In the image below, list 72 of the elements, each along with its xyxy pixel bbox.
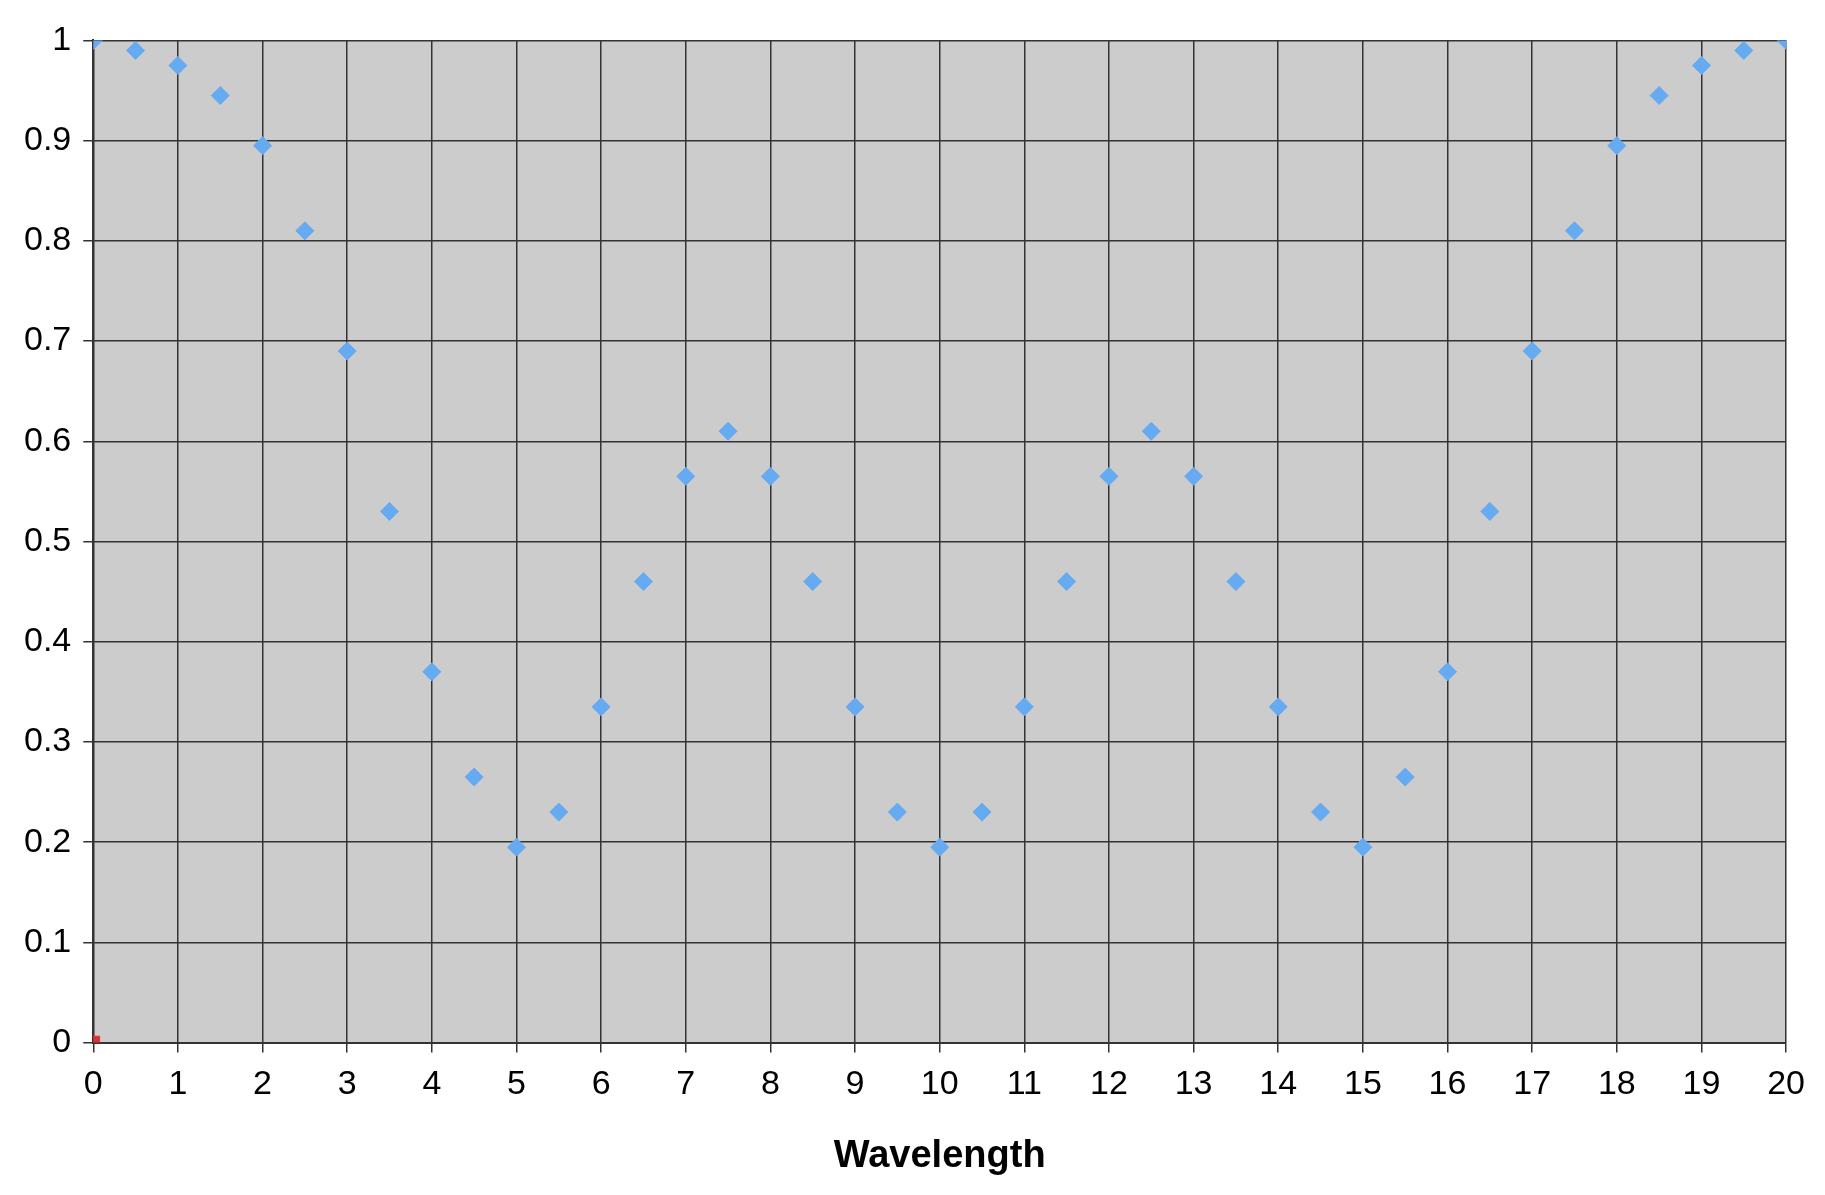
y-tick-label: 0.6 bbox=[24, 419, 72, 458]
point bbox=[422, 662, 442, 682]
point bbox=[1141, 421, 1161, 441]
x-tick-label: 5 bbox=[507, 1063, 526, 1102]
x-tick-label: 14 bbox=[1259, 1063, 1298, 1102]
x-tick-label: 7 bbox=[676, 1063, 696, 1102]
y-tick-label: 0.4 bbox=[24, 620, 72, 659]
point bbox=[464, 767, 484, 787]
x-tick-label: 0 bbox=[83, 1063, 103, 1102]
y-tick-label: 0.2 bbox=[24, 820, 72, 859]
x-tick-label: 6 bbox=[591, 1063, 611, 1102]
x-tick-label: 20 bbox=[1767, 1063, 1805, 1102]
point bbox=[1649, 86, 1669, 106]
point bbox=[1691, 55, 1711, 75]
x-tick-label: 19 bbox=[1682, 1063, 1721, 1102]
x-tick-label: 13 bbox=[1174, 1063, 1213, 1102]
point bbox=[1226, 572, 1246, 592]
x-tick-label: 1 bbox=[168, 1063, 188, 1102]
point bbox=[633, 572, 653, 592]
x-tick-label: 15 bbox=[1343, 1063, 1382, 1102]
x-tick-label: 18 bbox=[1597, 1063, 1636, 1102]
y-tick-label: 0.8 bbox=[24, 219, 72, 258]
point bbox=[1395, 767, 1415, 787]
point bbox=[295, 221, 315, 241]
point bbox=[337, 341, 357, 361]
point bbox=[803, 572, 823, 592]
x-axis-title: Wavelength bbox=[833, 1132, 1046, 1175]
point bbox=[1564, 221, 1584, 241]
point bbox=[1522, 341, 1542, 361]
point bbox=[1311, 802, 1331, 822]
point bbox=[972, 802, 992, 822]
point bbox=[253, 136, 273, 156]
y-tick-label: 0.1 bbox=[24, 920, 72, 959]
point bbox=[591, 697, 611, 717]
point bbox=[549, 802, 569, 822]
point bbox=[760, 466, 780, 486]
point bbox=[1099, 466, 1119, 486]
point bbox=[1480, 501, 1500, 521]
point bbox=[1438, 662, 1458, 682]
y-tick-label: 1 bbox=[52, 18, 72, 57]
x-tick-label: 2 bbox=[253, 1063, 273, 1102]
point bbox=[718, 421, 738, 441]
point bbox=[1268, 697, 1288, 717]
point bbox=[1607, 136, 1627, 156]
y-tick-label: 0 bbox=[52, 1020, 72, 1059]
point bbox=[168, 55, 188, 75]
x-tick-label: 3 bbox=[337, 1063, 357, 1102]
point bbox=[1057, 572, 1077, 592]
point bbox=[930, 837, 950, 857]
y-tick-label: 0.9 bbox=[24, 118, 72, 157]
x-tick-label: 10 bbox=[920, 1063, 959, 1102]
point bbox=[1014, 697, 1034, 717]
x-tick-label: 17 bbox=[1513, 1063, 1552, 1102]
y-tick-label: 0.7 bbox=[24, 319, 72, 358]
y-tick-label: 0.5 bbox=[24, 519, 72, 558]
point bbox=[126, 40, 146, 60]
y-tick-label: 0.3 bbox=[24, 720, 72, 759]
point bbox=[845, 697, 865, 717]
point bbox=[1184, 466, 1204, 486]
point bbox=[506, 837, 526, 857]
point bbox=[676, 466, 696, 486]
point bbox=[380, 501, 400, 521]
x-tick-label: 16 bbox=[1428, 1063, 1467, 1102]
point bbox=[1734, 40, 1754, 60]
point bbox=[1353, 837, 1373, 857]
x-tick-label: 9 bbox=[845, 1063, 865, 1102]
x-tick-label: 4 bbox=[422, 1063, 442, 1102]
x-tick-label: 11 bbox=[1006, 1063, 1042, 1102]
point bbox=[887, 802, 907, 822]
x-tick-label: 8 bbox=[760, 1063, 780, 1102]
x-tick-label: 12 bbox=[1090, 1063, 1128, 1102]
point bbox=[210, 86, 230, 106]
